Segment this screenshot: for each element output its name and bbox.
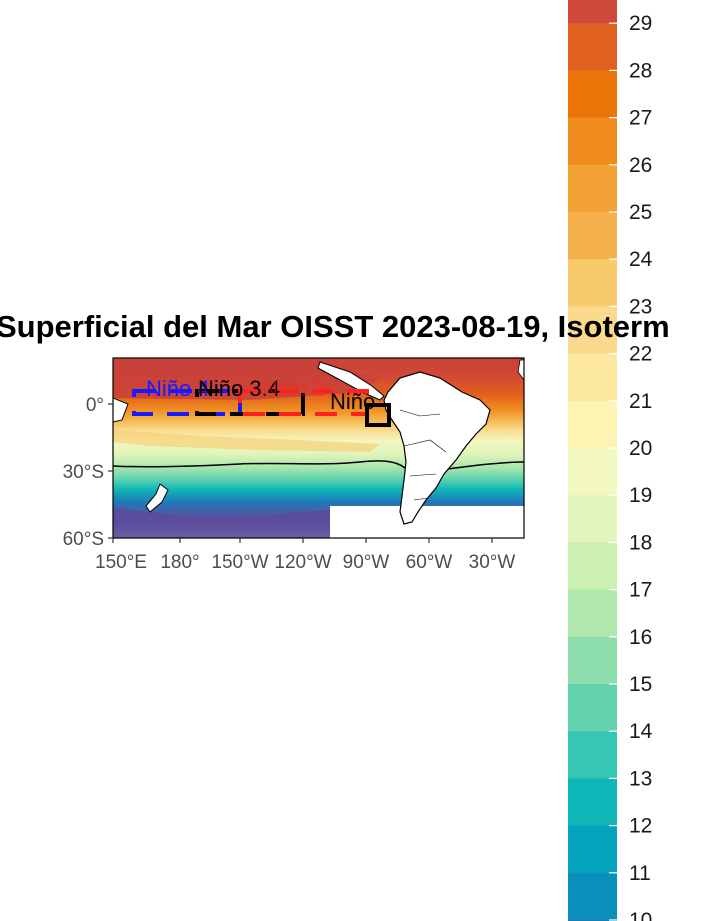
colorbar-label: 15 <box>629 673 652 696</box>
south-america-landmass <box>383 371 491 525</box>
africa-edge-landmass <box>517 359 524 381</box>
colorbar-swatch <box>568 259 617 307</box>
y-tick-label-30s: 30°S <box>63 462 104 483</box>
y-tick-label-0: 0° <box>86 395 104 416</box>
plot-title: Superficial del Mar OISST 2023-08-19, Is… <box>0 309 670 344</box>
colorbar-label: 24 <box>629 248 653 271</box>
map-frame <box>112 357 525 539</box>
colorbar-swatch <box>568 23 617 71</box>
colorbar-label: 22 <box>629 343 652 366</box>
colorbar-swatch <box>568 353 617 402</box>
subtropical-band <box>113 430 380 452</box>
no-data-south <box>330 506 524 538</box>
colorbar-swatch <box>568 731 617 779</box>
x-tick-label-60w: 60°W <box>406 552 453 573</box>
x-tick-label-180: 180° <box>160 552 199 573</box>
new-zealand-landmass <box>145 483 169 513</box>
nino-3-label: Niño 3 <box>262 376 326 401</box>
colorbar-label: 26 <box>629 154 652 177</box>
sst-colorbar-legend: 29 28 27 26 25 24 23 22 21 20 19 18 17 16 15 14 13 12 11 10 <box>568 0 653 921</box>
y-axis: 0° 30°S 60°S <box>63 395 113 550</box>
y-tick-label-60s: 60°S <box>63 529 104 550</box>
colorbar-label: 11 <box>629 862 651 885</box>
colorbar-swatch <box>568 778 617 827</box>
colorbar-label: 13 <box>629 767 652 790</box>
colorbar-swatch <box>568 542 617 591</box>
nino-34-label: Niño 3.4 <box>198 376 280 401</box>
colorbar-swatch <box>568 212 617 260</box>
colorbar-label: 12 <box>629 815 652 838</box>
colorbar-label: 19 <box>629 484 652 507</box>
x-tick-label-90w: 90°W <box>343 552 390 573</box>
colorbar-swatch <box>568 70 617 119</box>
southern-ocean-cold-band <box>113 508 330 538</box>
colorbar-label: 25 <box>629 201 652 224</box>
colorbar-label: 28 <box>629 59 652 82</box>
colorbar-swatch <box>568 0 617 24</box>
colorbar-label: 16 <box>629 626 652 649</box>
x-tick-label-150e: 150°E <box>95 552 147 573</box>
x-tick-label-120w: 120°W <box>274 552 331 573</box>
x-tick-label-30w: 30°W <box>469 552 516 573</box>
colorbar-swatch <box>568 636 617 685</box>
colorbar-swatch <box>568 117 617 166</box>
colorbar-label: 21 <box>629 390 652 413</box>
colorbar-label: 17 <box>629 579 652 602</box>
colorbar-label: 18 <box>629 531 652 554</box>
colorbar-swatch <box>568 306 617 355</box>
nino-12-box <box>365 403 391 427</box>
x-tick-label-150w: 150°W <box>211 552 268 573</box>
nino-4-label: Niño 4 <box>146 376 210 401</box>
colorbar-label: 23 <box>629 295 652 318</box>
colorbar-label: 29 <box>629 12 652 35</box>
colorbar-swatch <box>568 400 617 449</box>
colorbar-label: 27 <box>629 107 652 130</box>
colorbar-swatch <box>568 684 617 732</box>
sst-map-panel: Niño 4 Niño 3.4 Niño 3 Niño <box>113 358 524 538</box>
colorbar-swatch <box>568 448 617 496</box>
australia-landmass <box>113 397 129 423</box>
colorbar-label: 14 <box>629 720 653 743</box>
colorbar-swatch <box>568 825 617 874</box>
colorbar-swatch <box>568 872 617 921</box>
nino-12-label: Niño <box>330 389 375 414</box>
colorbar-swatch <box>568 164 617 213</box>
colorbar-swatch <box>568 495 617 543</box>
colorbar-label: 10 <box>629 909 652 921</box>
x-axis: 150°E 180° 150°W 120°W 90°W 60°W 30°W <box>95 538 515 573</box>
nino-3-box <box>238 389 369 416</box>
colorbar-label: 20 <box>629 437 652 460</box>
colorbar-swatch <box>568 589 617 638</box>
country-borders <box>399 409 447 501</box>
